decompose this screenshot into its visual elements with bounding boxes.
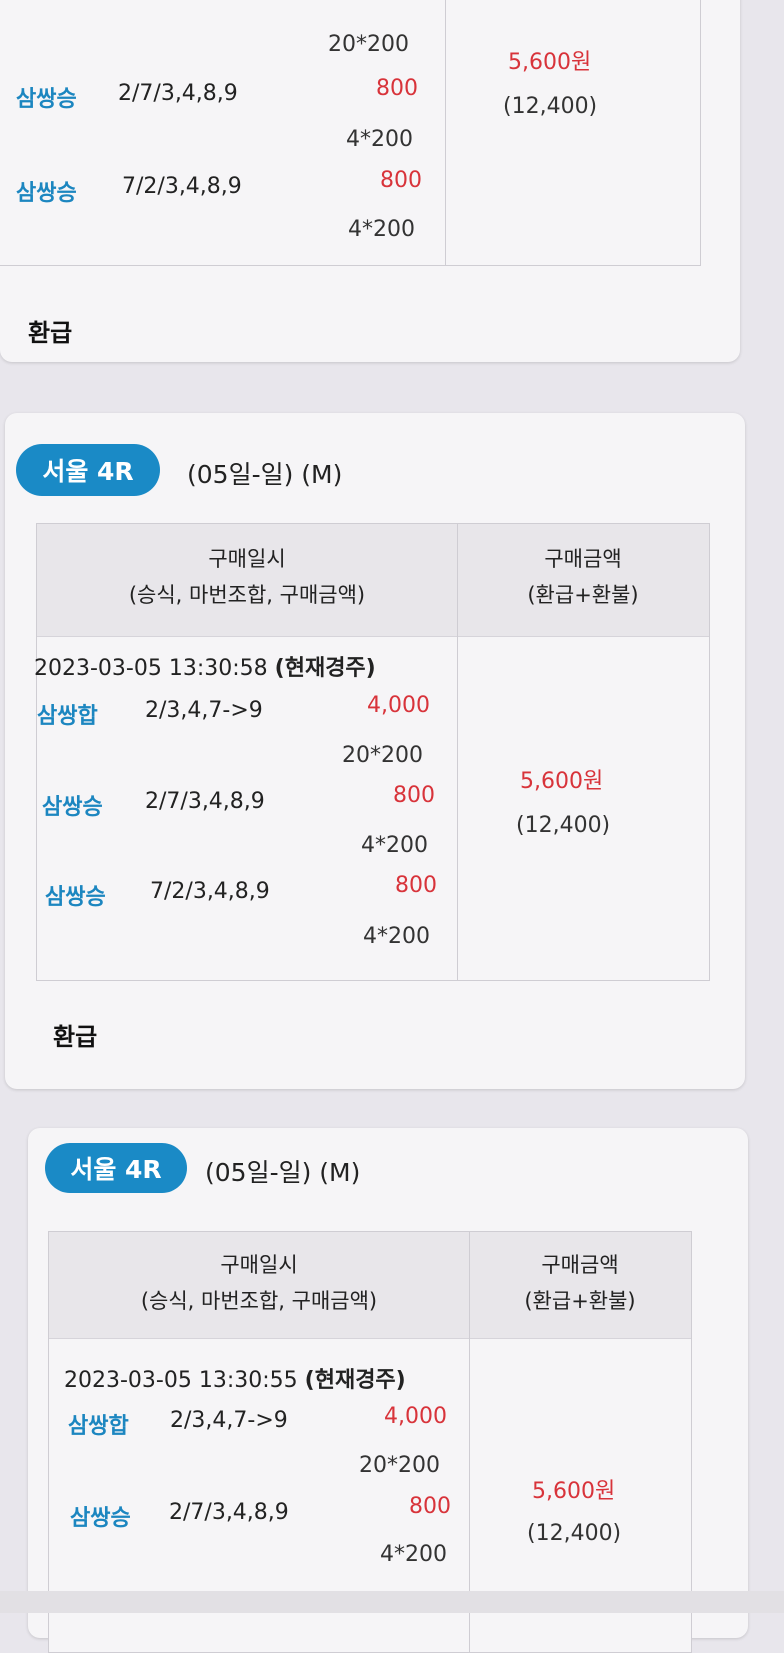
multiplier-text: 4*200: [348, 217, 415, 242]
race-date-info: (05일-일) (M): [187, 460, 343, 489]
ticket-table: 구매일시 (승식, 마번조합, 구매금액) 구매금액 (환급+환불): [48, 1231, 692, 1653]
bet-amount: 4,000: [384, 1404, 447, 1429]
header-amount: 구매금액: [544, 547, 622, 571]
bet-type-label: 삼쌍승: [45, 885, 106, 910]
refund-label: 환급: [53, 1023, 98, 1051]
ticket-table: [0, 0, 701, 266]
total-amount: 5,600원: [532, 1479, 616, 1504]
column-divider: [445, 0, 446, 265]
multiplier-text: 20*200: [359, 1453, 440, 1478]
multiplier-text: 20*200: [328, 32, 409, 57]
header-amount: 구매금액: [541, 1253, 619, 1277]
column-divider: [457, 524, 458, 980]
total-sub-amount: (12,400): [516, 813, 611, 838]
bet-type-label: 삼쌍합: [68, 1414, 129, 1439]
combo-text: 2/3,4,7->9: [170, 1408, 288, 1433]
header-refund: (환급+환불): [524, 1289, 636, 1313]
refund-label: 환급: [28, 319, 73, 347]
ticket-card-partial: 20*200 삼쌍승 2/7/3,4,8,9 800 4*200 삼쌍승 7/2…: [0, 0, 740, 362]
bet-type-label: 삼쌍승: [16, 181, 77, 206]
table-header: 구매일시 (승식, 마번조합, 구매금액) 구매금액 (환급+환불): [37, 524, 709, 637]
total-sub-amount: (12,400): [503, 94, 598, 119]
race-badge: 서울 4R: [45, 1143, 187, 1193]
multiplier-text: 4*200: [346, 127, 413, 152]
race-date-info: (05일-일) (M): [205, 1158, 361, 1187]
combo-text: 7/2/3,4,8,9: [150, 879, 270, 904]
purchase-timestamp: 2023-03-05 13:30:55 (현재경주): [64, 1362, 406, 1394]
multiplier-text: 4*200: [363, 924, 430, 949]
bet-amount: 800: [395, 873, 437, 898]
bet-type-label: 삼쌍승: [70, 1506, 131, 1531]
table-header: 구매일시 (승식, 마번조합, 구매금액) 구매금액 (환급+환불): [49, 1232, 691, 1339]
bet-amount: 800: [409, 1494, 451, 1519]
ticket-card[interactable]: 서울 4R (05일-일) (M) 구매일시 (승식, 마번조합, 구매금액) …: [5, 413, 745, 1089]
column-divider: [469, 1232, 470, 1652]
total-amount: 5,600원: [520, 769, 604, 794]
total-sub-amount: (12,400): [527, 1521, 622, 1546]
multiplier-text: 20*200: [342, 743, 423, 768]
combo-text: 7/2/3,4,8,9: [122, 174, 242, 199]
timestamp-value: 2023-03-05 13:30:55: [64, 1368, 298, 1393]
purchase-timestamp: 2023-03-05 13:30:58 (현재경주): [34, 650, 376, 682]
combo-text: 2/3,4,7->9: [145, 698, 263, 723]
bet-type-label: 삼쌍승: [16, 87, 77, 112]
header-purchase-time: 구매일시: [220, 1253, 298, 1277]
bet-amount: 800: [376, 76, 418, 101]
combo-text: 2/7/3,4,8,9: [145, 789, 265, 814]
race-status: (현재경주): [304, 1368, 406, 1393]
header-purchase-time: 구매일시: [208, 547, 286, 571]
ticket-table: 구매일시 (승식, 마번조합, 구매금액) 구매금액 (환급+환불): [36, 523, 710, 981]
timestamp-value: 2023-03-05 13:30:58: [34, 656, 268, 681]
bet-amount: 800: [380, 168, 422, 193]
header-purchase-detail: (승식, 마번조합, 구매금액): [140, 1289, 378, 1313]
header-purchase-detail: (승식, 마번조합, 구매금액): [128, 583, 366, 607]
multiplier-text: 4*200: [361, 833, 428, 858]
bet-amount: 800: [393, 783, 435, 808]
bet-type-label: 삼쌍합: [37, 704, 98, 729]
combo-text: 2/7/3,4,8,9: [118, 81, 238, 106]
system-nav-bar[interactable]: [0, 1591, 784, 1613]
race-status: (현재경주): [274, 656, 376, 681]
race-badge: 서울 4R: [16, 444, 160, 496]
combo-text: 2/7/3,4,8,9: [169, 1500, 289, 1525]
bet-type-label: 삼쌍승: [42, 795, 103, 820]
total-amount: 5,600원: [508, 50, 592, 75]
ticket-card[interactable]: 서울 4R (05일-일) (M) 구매일시 (승식, 마번조합, 구매금액) …: [28, 1128, 748, 1653]
multiplier-text: 4*200: [380, 1542, 447, 1567]
bet-amount: 4,000: [367, 693, 430, 718]
header-refund: (환급+환불): [527, 583, 639, 607]
